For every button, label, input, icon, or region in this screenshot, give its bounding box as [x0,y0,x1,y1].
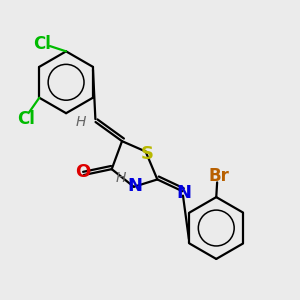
Text: O: O [75,163,90,181]
Text: Br: Br [208,167,229,185]
Text: Cl: Cl [34,35,52,53]
Text: N: N [176,184,191,202]
Text: H: H [116,171,126,185]
Text: Cl: Cl [17,110,35,128]
Text: N: N [127,177,142,195]
Text: S: S [141,146,154,164]
Text: H: H [76,115,86,129]
